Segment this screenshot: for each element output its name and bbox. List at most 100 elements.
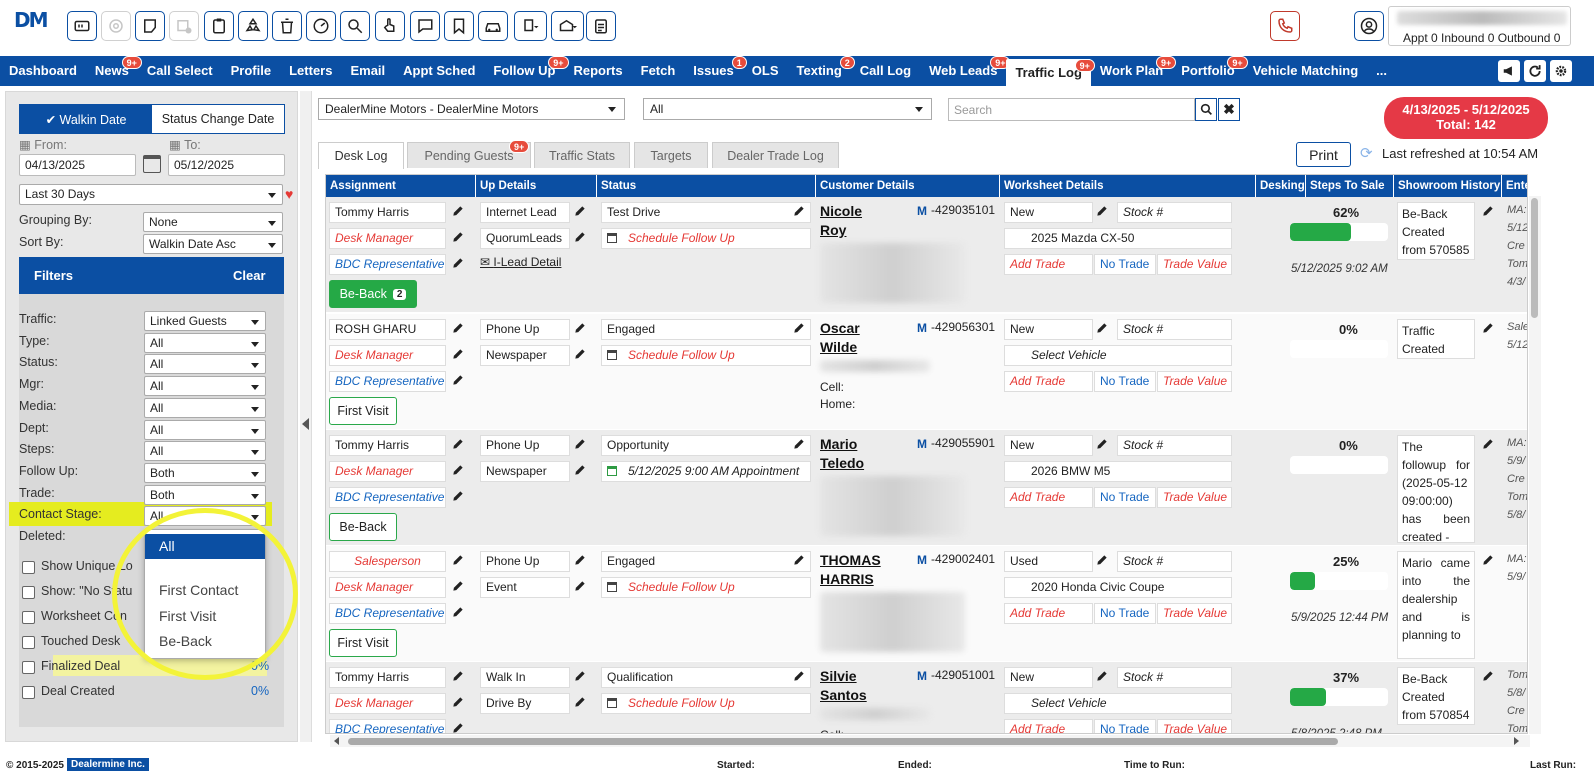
edit-pencil-icon[interactable] <box>792 437 808 453</box>
sort-select[interactable]: Walkin Date Asc <box>143 234 283 254</box>
edit-pencil-icon[interactable] <box>573 321 589 337</box>
customer-first-name[interactable]: THOMAS <box>820 552 881 568</box>
date-range-select[interactable]: Last 30 Days <box>19 184 283 205</box>
edit-pencil-icon[interactable] <box>1095 437 1111 453</box>
nav-item-ols[interactable]: OLS <box>743 56 788 86</box>
stock-number[interactable]: Stock # <box>1117 319 1232 340</box>
assignment-bdc-rep[interactable]: BDC Representative <box>329 487 446 508</box>
edit-pencil-icon[interactable] <box>792 204 808 220</box>
file-dropdown-button[interactable] <box>514 11 547 41</box>
grouping-select[interactable]: None <box>143 212 283 232</box>
schedule-follow-up[interactable]: Schedule Follow Up <box>601 228 811 249</box>
contact-stage-button[interactable]: Be-Back <box>329 513 397 541</box>
filter-select-contact-stage[interactable]: All <box>144 506 266 527</box>
nav-item-letters[interactable]: Letters <box>280 56 341 86</box>
customer-last-name[interactable]: HARRIS <box>820 571 874 587</box>
up-type[interactable]: Walk In <box>480 667 570 688</box>
nav-item-call-log[interactable]: Call Log <box>851 56 920 86</box>
from-date-input[interactable]: 04/13/2025 <box>19 154 136 176</box>
nav-item-texting[interactable]: Texting 2 <box>788 56 855 86</box>
recycle-button[interactable] <box>238 11 268 41</box>
vehicle-select[interactable]: Select Vehicle <box>1004 693 1232 714</box>
dropdown-option-blank[interactable] <box>145 559 265 579</box>
checklist-button[interactable] <box>586 11 616 41</box>
to-date-input[interactable]: 05/12/2025 <box>168 154 285 176</box>
scroll-left-arrow-icon[interactable] <box>334 737 339 745</box>
assignment-desk-manager[interactable]: Desk Manager <box>329 345 446 366</box>
company-link[interactable]: Dealermine Inc. <box>67 758 149 771</box>
tab-traffic-stats[interactable]: Traffic Stats <box>534 142 630 168</box>
nav-item-profile[interactable]: Profile <box>222 56 280 86</box>
assignment-salesperson[interactable]: ROSH GHARU <box>329 319 446 340</box>
nav-item-web-leads[interactable]: Web Leads 9+ <box>920 56 1011 86</box>
nav-item-work-plan[interactable]: Work Plan 9+ <box>1091 56 1177 86</box>
edit-pencil-icon[interactable] <box>451 204 467 220</box>
filter-checkbox[interactable] <box>22 611 35 624</box>
edit-pencil-icon[interactable] <box>451 230 467 246</box>
filter-select-dept[interactable]: All <box>144 419 266 440</box>
stock-number[interactable]: Stock # <box>1117 435 1232 456</box>
column-header-status[interactable]: Status <box>597 175 816 197</box>
nav-item-fetch[interactable]: Fetch <box>632 56 685 86</box>
car-button[interactable] <box>478 11 508 41</box>
edit-pencil-icon[interactable] <box>573 347 589 363</box>
nav-item-reports[interactable]: Reports <box>565 56 632 86</box>
up-type[interactable]: Phone Up <box>480 551 570 572</box>
edit-pencil-icon[interactable] <box>573 695 589 711</box>
filter-select-media[interactable]: All <box>144 397 266 418</box>
status-value[interactable]: Engaged <box>601 319 811 340</box>
refresh-icon[interactable]: ⟳ <box>1360 145 1373 162</box>
status-value[interactable]: Test Drive <box>601 202 811 223</box>
note-button[interactable] <box>135 11 165 41</box>
status-value[interactable]: Qualification <box>601 667 811 688</box>
nav-item-news[interactable]: News 9+ <box>86 56 142 86</box>
column-header-steps-to-sale[interactable]: Steps To Sale <box>1306 175 1394 197</box>
stock-number[interactable]: Stock # <box>1117 202 1232 223</box>
edit-pencil-icon[interactable] <box>573 553 589 569</box>
filter-select-mgr[interactable]: All <box>144 376 266 397</box>
edit-pencil-icon[interactable] <box>792 321 808 337</box>
nav-item-appt-sched[interactable]: Appt Sched <box>394 56 484 86</box>
add-trade-link[interactable]: Add Trade <box>1004 719 1093 733</box>
schedule-follow-up[interactable]: Schedule Follow Up <box>601 577 811 598</box>
edit-pencil-icon[interactable] <box>573 230 589 246</box>
search-button[interactable] <box>1195 98 1217 121</box>
gauge-button[interactable] <box>306 11 336 41</box>
customer-last-name[interactable]: Teledo <box>820 455 865 471</box>
deal-type[interactable]: New <box>1004 435 1093 456</box>
dealership-dropdown-button[interactable] <box>551 11 584 41</box>
deal-type[interactable]: New <box>1004 319 1093 340</box>
up-source[interactable]: Newspaper <box>480 461 570 482</box>
no-trade-link[interactable]: No Trade <box>1094 254 1156 275</box>
assignment-salesperson[interactable]: Tommy Harris <box>329 435 446 456</box>
walkin-date-toggle[interactable]: ✔ Walkin Date <box>20 105 152 133</box>
trash-button[interactable] <box>272 11 302 41</box>
assignment-desk-manager[interactable]: Desk Manager <box>329 228 446 249</box>
contact-stage-button[interactable]: First Visit <box>329 397 397 425</box>
filter-checkbox[interactable] <box>22 586 35 599</box>
customer-first-name[interactable]: Silvie <box>820 668 857 684</box>
sms-button[interactable] <box>410 11 440 41</box>
up-source[interactable]: Newspaper <box>480 345 570 366</box>
status-value[interactable]: Opportunity <box>601 435 811 456</box>
customer-last-name[interactable]: Santos <box>820 687 867 703</box>
calendar-add-button[interactable] <box>169 11 199 41</box>
edit-pencil-icon[interactable] <box>792 669 808 685</box>
up-source[interactable]: QuorumLeads <box>480 228 570 249</box>
up-source[interactable]: Drive By <box>480 693 570 714</box>
tab-desk-log[interactable]: Desk Log <box>318 142 404 169</box>
dropdown-option-first-visit[interactable]: First Visit <box>159 608 217 624</box>
customer-last-name[interactable]: Wilde <box>820 339 858 355</box>
clipboard-button[interactable] <box>204 11 234 41</box>
assignment-desk-manager[interactable]: Desk Manager <box>329 461 446 482</box>
no-trade-link[interactable]: No Trade <box>1094 487 1156 508</box>
edit-pencil-icon[interactable] <box>573 204 589 220</box>
filter-select-trade[interactable]: Both <box>144 484 266 505</box>
at-button[interactable] <box>101 11 131 41</box>
tab-dealer-trade-log[interactable]: Dealer Trade Log <box>712 142 839 168</box>
add-trade-link[interactable]: Add Trade <box>1004 371 1093 392</box>
trade-value-link[interactable]: Trade Value <box>1157 487 1232 508</box>
announce-button[interactable] <box>1498 60 1520 82</box>
column-header-ente[interactable]: Ente <box>1502 175 1527 197</box>
vehicle-select[interactable]: 2025 Mazda CX-50 <box>1004 228 1232 249</box>
